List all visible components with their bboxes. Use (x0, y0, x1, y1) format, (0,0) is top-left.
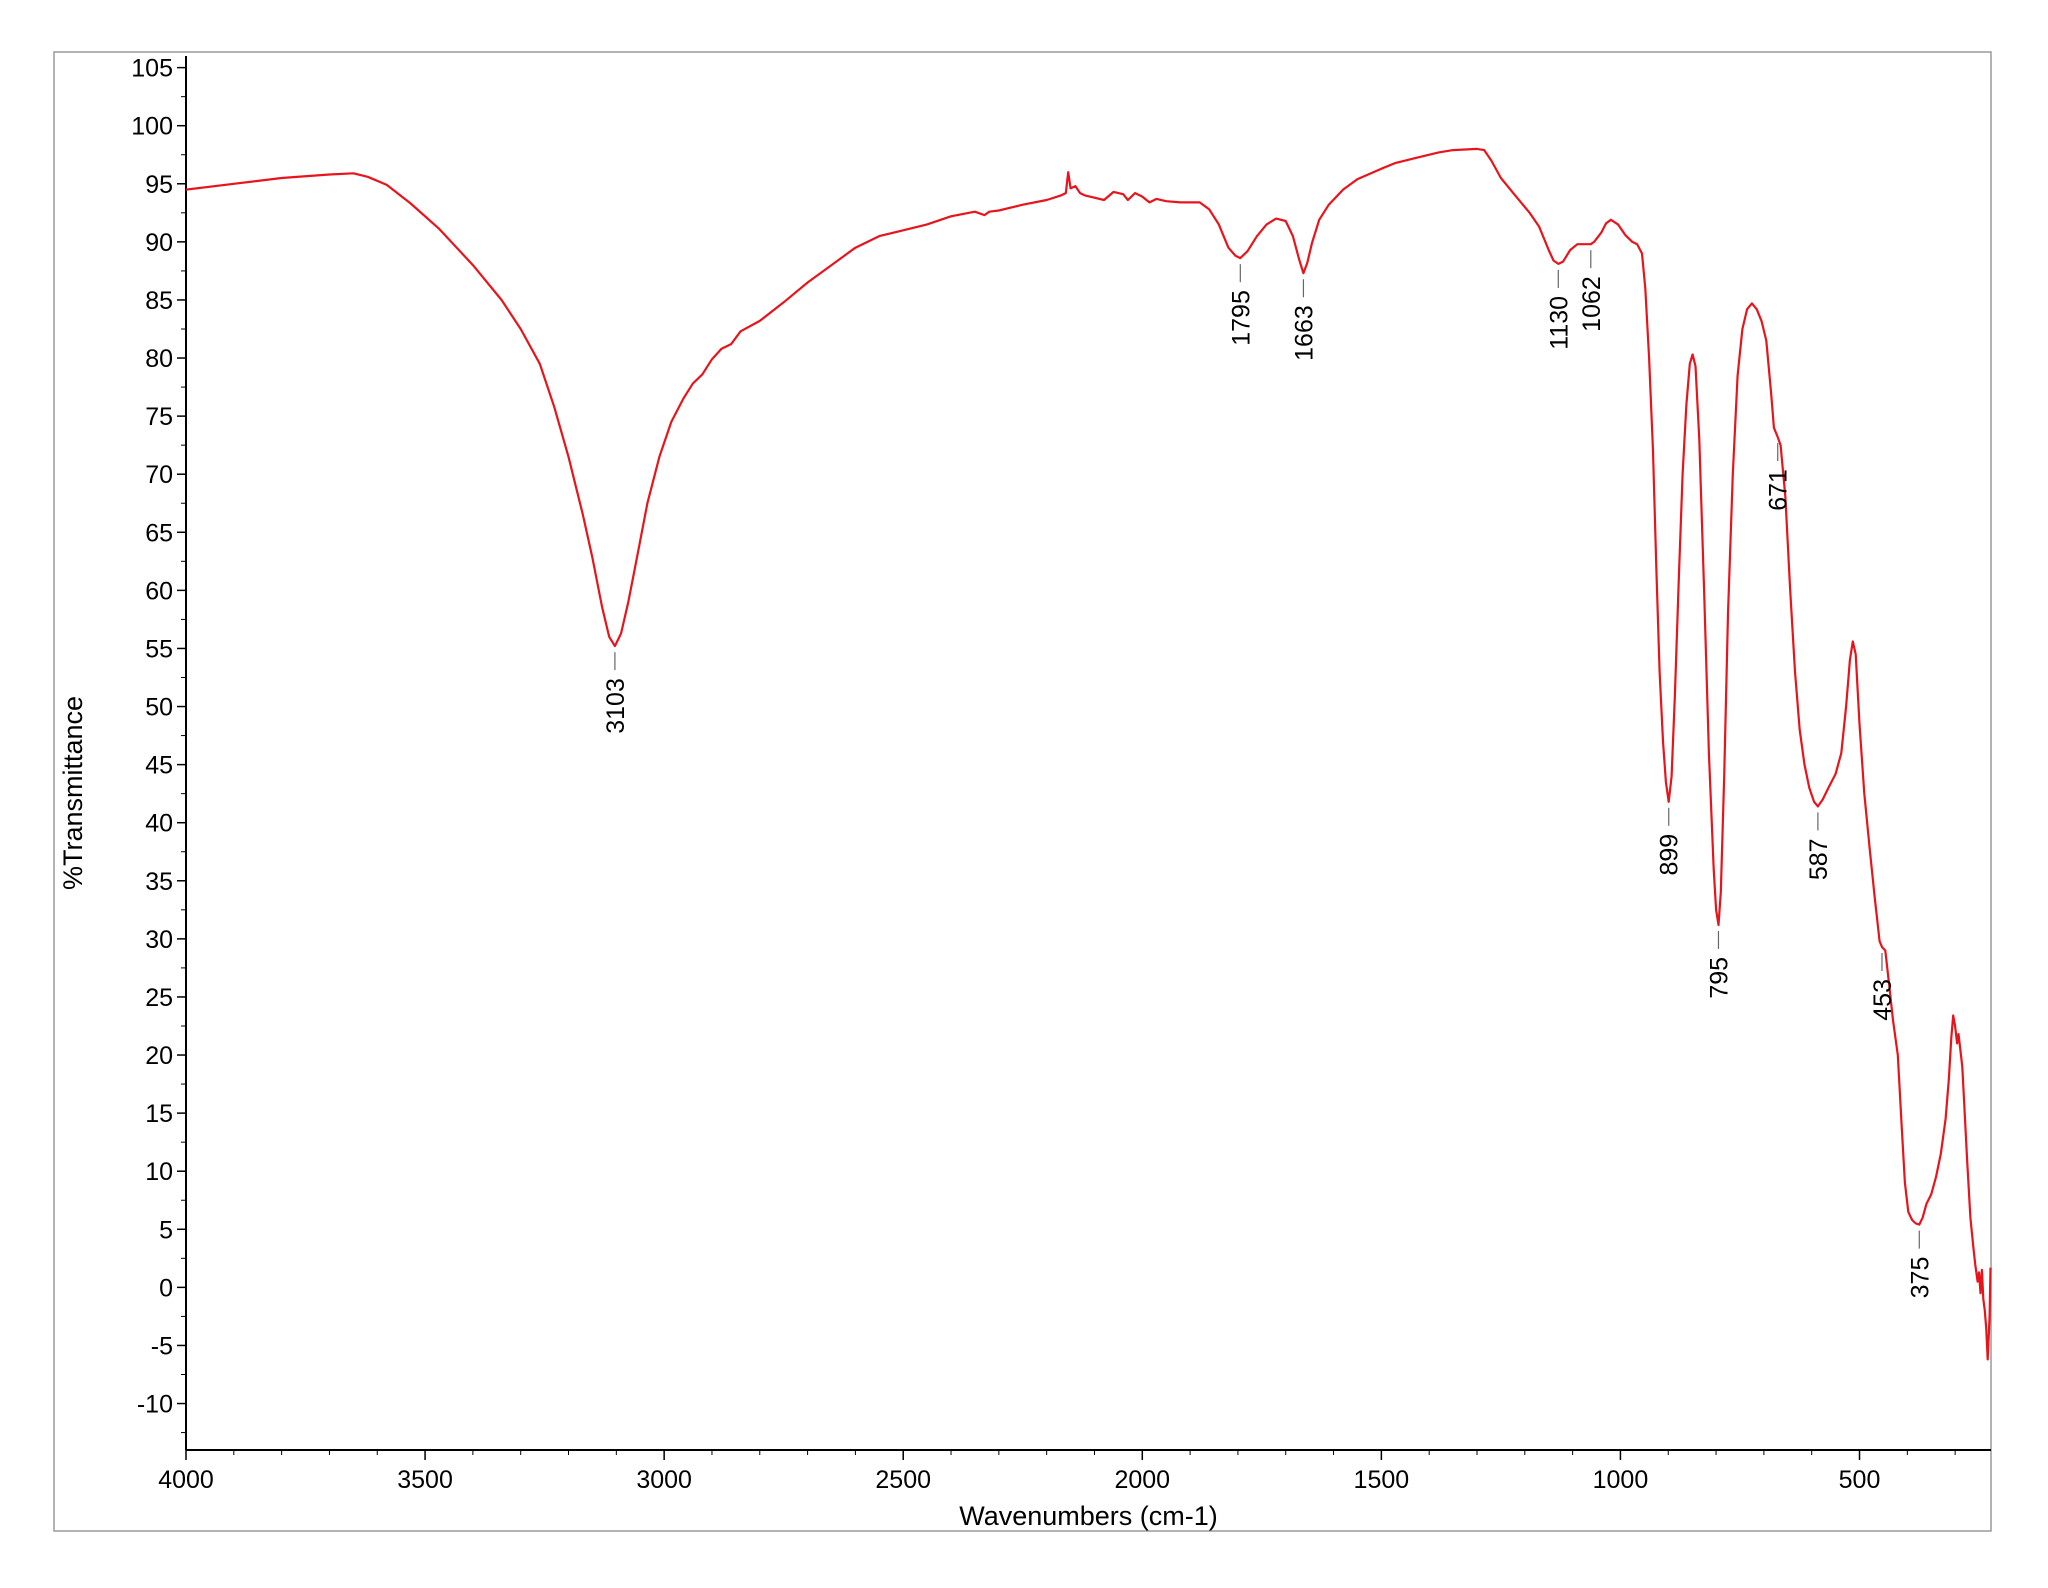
peak-label: 587 (1805, 838, 1833, 880)
y-tick-label: 80 (145, 345, 173, 373)
peak-label: 453 (1869, 979, 1897, 1021)
y-tick-label: 85 (145, 287, 173, 315)
y-tick-label: 55 (145, 635, 173, 663)
y-tick-label: 20 (145, 1042, 173, 1070)
y-tick-label: 45 (145, 752, 173, 780)
peak-label: 1130 (1545, 296, 1573, 350)
outer-frame (53, 51, 1992, 1532)
y-tick-label: -5 (151, 1332, 173, 1360)
x-tick-label: 4000 (158, 1466, 214, 1494)
peak-label: 1062 (1578, 276, 1606, 332)
series-layer (185, 147, 1992, 1361)
y-axis-title: %Transmittance (58, 696, 88, 890)
y-tick-label: -10 (137, 1391, 173, 1419)
y-tick-label: 90 (145, 229, 173, 257)
x-axis: 4000 3500 3000 2500 2000 1500 1000 500 (158, 1449, 1991, 1494)
y-tick-label: 75 (145, 403, 173, 431)
x-tick-label: 2500 (875, 1466, 931, 1494)
peak-label: 1795 (1227, 290, 1255, 346)
y-tick-label: 35 (145, 868, 173, 896)
y-tick-label: 15 (145, 1100, 173, 1128)
y-tick-label: 30 (145, 926, 173, 954)
peak-label: 899 (1656, 834, 1684, 876)
x-tick-label: 1500 (1354, 1466, 1410, 1494)
x-tick-label: 3500 (397, 1466, 453, 1494)
x-tick-label: 500 (1839, 1466, 1881, 1494)
x-tick-label: 1000 (1593, 1466, 1649, 1494)
y-tick-label: 10 (145, 1158, 173, 1186)
peak-labels: 3103 1795 1663 1130 1062 899 795 671 587 453 375 (602, 250, 1934, 1298)
y-tick-label: 60 (145, 577, 173, 605)
spectrum-line (185, 147, 1992, 1361)
peak-label: 1663 (1290, 305, 1318, 361)
peak-label: 3103 (602, 678, 630, 734)
x-tick-label: 3000 (636, 1466, 692, 1494)
x-axis-title: Wavenumbers (cm-1) (959, 1501, 1218, 1531)
y-tick-label: 0 (159, 1274, 173, 1302)
x-tick-label: 2000 (1114, 1466, 1170, 1494)
y-tick-label: 105 (131, 55, 173, 83)
y-tick-label: 5 (159, 1216, 173, 1244)
y-tick-label: 70 (145, 461, 173, 489)
y-tick-label: 25 (145, 984, 173, 1012)
y-tick-label: 40 (145, 810, 173, 838)
y-tick-label: 65 (145, 519, 173, 547)
y-axis: 1051009590858075706560555045403530252015… (131, 55, 187, 1450)
peak-label: 795 (1705, 957, 1733, 999)
y-tick-label: 100 (131, 113, 173, 141)
y-tick-label: 95 (145, 171, 173, 199)
y-tick-label: 50 (145, 694, 173, 722)
peak-label: 375 (1906, 1257, 1934, 1299)
peak-label: 671 (1765, 469, 1793, 511)
